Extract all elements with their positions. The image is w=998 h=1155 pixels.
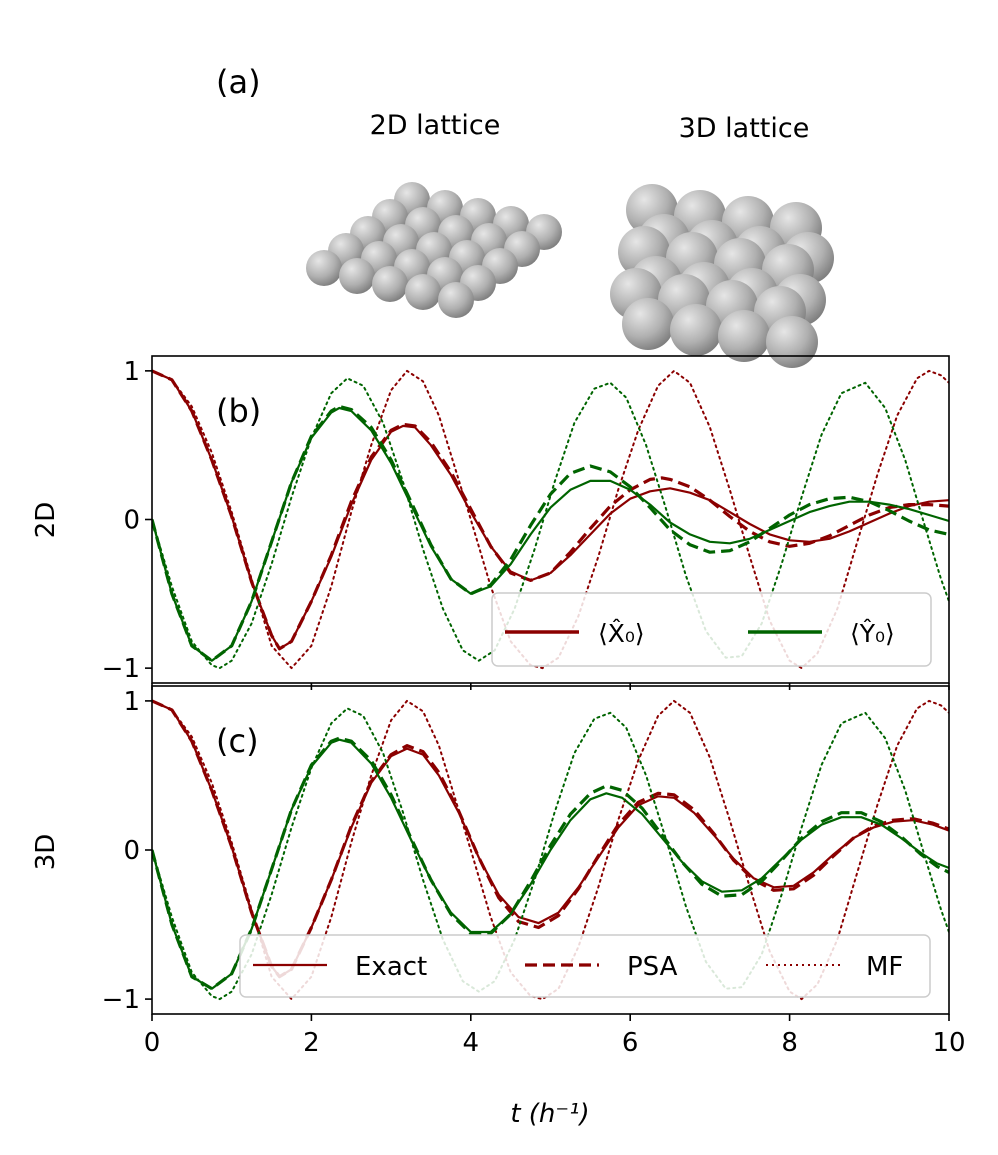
panel-c-ylabel: 3D bbox=[31, 834, 61, 871]
lattice-2d-sphere bbox=[405, 274, 441, 310]
x-tick-label: 2 bbox=[303, 1028, 320, 1058]
panel-c-yticks: 1 0 −1 bbox=[102, 687, 152, 1015]
x-tick-label: 4 bbox=[463, 1028, 480, 1058]
panel-c-label: (c) bbox=[216, 722, 259, 760]
legend-y0-label: ⟨Ŷ₀⟩ bbox=[850, 618, 895, 648]
panel-b-curves bbox=[152, 369, 949, 670]
series-line-y0-mf bbox=[152, 377, 949, 670]
legend-exact-label: Exact bbox=[355, 952, 427, 982]
x-tick-label: 0 bbox=[144, 1028, 161, 1058]
lattice-3d-title: 3D lattice bbox=[679, 113, 810, 144]
panel-b-yticks: 1 0 −1 bbox=[102, 357, 152, 684]
panel-c-xticks: 0 2 4 6 8 10 bbox=[144, 1014, 966, 1058]
series-line-y0-mf bbox=[152, 707, 949, 1001]
legend-x0-label: ⟨X̂₀⟩ bbox=[598, 619, 645, 648]
lattice-3d-sphere bbox=[766, 316, 818, 368]
legend-mf-label: MF bbox=[866, 952, 903, 982]
panel-c: (c) 3D 10−1 0 2 4 6 8 10 t (h⁻¹) Exact PSA MF bbox=[31, 685, 966, 1129]
x-tick-label: 10 bbox=[932, 1028, 965, 1058]
y-tick-label: 1 bbox=[123, 687, 140, 717]
series-line-x0-psa bbox=[152, 369, 949, 651]
series-line-y0-psa bbox=[152, 404, 949, 663]
panel-a: (a) 2D lattice 3D lattice bbox=[216, 63, 834, 368]
lattice-2d-sphere bbox=[372, 266, 408, 302]
lattice-2d-title: 2D lattice bbox=[370, 110, 501, 141]
lattice-2d-sphere bbox=[438, 282, 474, 318]
lattice-3d-sphere bbox=[622, 298, 674, 350]
lattice-2d-sphere bbox=[339, 258, 375, 294]
x-tick-label: 6 bbox=[622, 1028, 639, 1058]
panel-b-ylabel: 2D bbox=[31, 502, 61, 539]
series-line-y0-psa bbox=[152, 736, 949, 991]
panel-b-legend: ⟨X̂₀⟩ ⟨Ŷ₀⟩ bbox=[491, 592, 932, 667]
lattice-2d-spheres bbox=[306, 182, 562, 318]
panel-b: (b) 2D 1 0 −1 ⟨X̂₀⟩ ⟨Ŷ₀⟩ bbox=[31, 355, 950, 690]
x-axis-label: t (h⁻¹) bbox=[510, 1099, 589, 1129]
lattice-3d-sphere bbox=[670, 304, 722, 356]
y-tick-label: −1 bbox=[102, 985, 140, 1015]
y-tick-label: 1 bbox=[123, 357, 140, 387]
y-tick-label: 0 bbox=[123, 836, 140, 866]
lattice-2d-sphere bbox=[306, 250, 342, 286]
legend-psa-label: PSA bbox=[627, 952, 678, 982]
y-tick-label: −1 bbox=[102, 654, 140, 684]
x-tick-label: 8 bbox=[781, 1028, 798, 1058]
lattice-3d-spheres bbox=[610, 184, 834, 368]
series-line-y0-exact bbox=[152, 738, 949, 990]
panel-b-legend-box bbox=[491, 592, 932, 667]
y-tick-label: 0 bbox=[123, 506, 140, 536]
lattice-3d-sphere bbox=[718, 310, 770, 362]
panel-c-legend: Exact PSA MF bbox=[239, 934, 931, 998]
panel-a-label: (a) bbox=[216, 63, 261, 101]
panel-b-label: (b) bbox=[216, 392, 261, 430]
